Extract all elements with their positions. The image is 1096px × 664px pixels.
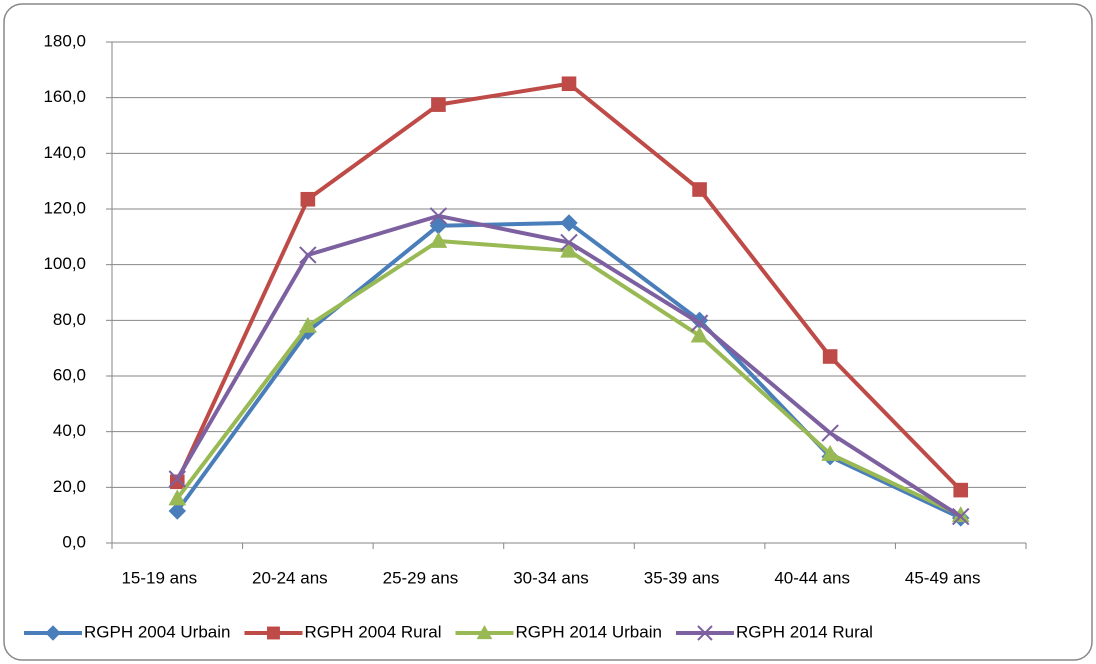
y-tick-label: 60,0 <box>53 365 86 384</box>
y-tick-label: 0,0 <box>62 532 86 551</box>
x-tick-label: 30-34 ans <box>513 568 589 587</box>
legend-marker <box>697 625 713 641</box>
marker <box>953 482 969 498</box>
y-tick-label: 120,0 <box>43 198 86 217</box>
legend-label: RGPH 2014 Urbain <box>515 622 661 641</box>
marker <box>690 314 709 332</box>
y-tick-label: 100,0 <box>43 254 86 273</box>
marker <box>299 246 317 264</box>
marker <box>299 316 317 333</box>
legend-marker <box>476 624 493 640</box>
marker <box>429 207 448 225</box>
legend-marker <box>267 626 280 640</box>
y-tick-label: 80,0 <box>53 310 86 329</box>
y-tick-label: 140,0 <box>43 143 86 162</box>
x-tick-label: 35-39 ans <box>644 568 720 587</box>
marker <box>169 474 185 490</box>
marker <box>300 191 316 207</box>
legend-label: RGPH 2004 Rural <box>304 622 441 641</box>
marker <box>821 424 839 442</box>
y-tick-label: 40,0 <box>53 421 86 440</box>
y-tick-label: 160,0 <box>43 87 86 106</box>
y-tick-label: 20,0 <box>53 477 86 496</box>
marker <box>168 470 186 488</box>
marker <box>690 326 709 343</box>
marker <box>692 182 707 197</box>
x-tick-label: 15-19 ans <box>121 568 197 587</box>
y-tick-label: 180,0 <box>43 31 86 50</box>
marker <box>560 214 578 232</box>
marker <box>561 76 577 92</box>
marker <box>560 241 578 258</box>
chart-frame <box>3 3 1093 661</box>
marker <box>429 231 448 248</box>
legend-marker <box>45 625 61 641</box>
x-tick-label: 40-44 ans <box>774 568 850 587</box>
marker <box>560 233 578 252</box>
marker <box>168 502 186 520</box>
marker <box>952 507 970 526</box>
marker <box>822 349 838 364</box>
x-tick-label: 20-24 ans <box>252 568 328 587</box>
marker <box>431 97 446 112</box>
marker <box>168 489 187 506</box>
x-tick-label: 45-49 ans <box>905 568 981 587</box>
x-tick-label: 25-29 ans <box>383 568 459 587</box>
legend-label: RGPH 2004 Urbain <box>84 622 230 641</box>
legend-label: RGPH 2014 Rural <box>736 622 873 641</box>
marker <box>821 444 839 461</box>
